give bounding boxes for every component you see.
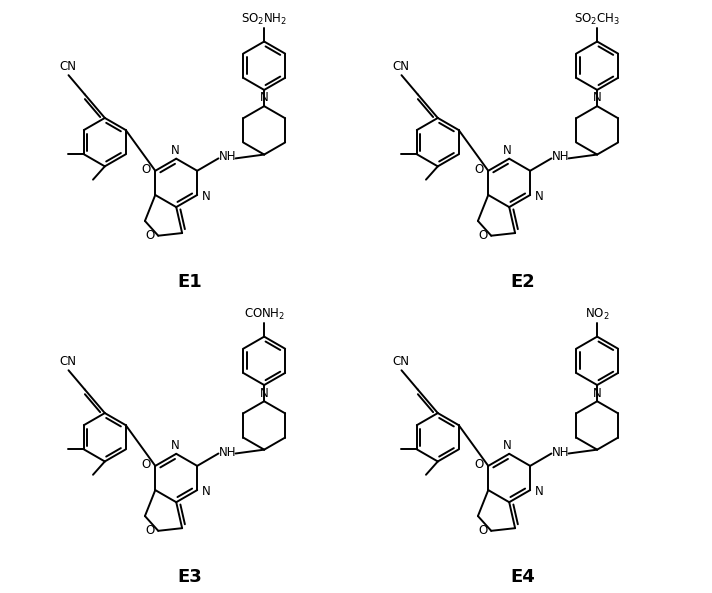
Text: O: O bbox=[478, 524, 488, 537]
Text: NH: NH bbox=[552, 151, 569, 164]
Text: CN: CN bbox=[59, 60, 76, 73]
Text: O: O bbox=[145, 524, 155, 537]
Text: N: N bbox=[503, 439, 512, 452]
Text: NH: NH bbox=[219, 151, 236, 164]
Text: E3: E3 bbox=[177, 568, 202, 586]
Text: E2: E2 bbox=[510, 273, 535, 291]
Text: SO$_2$CH$_3$: SO$_2$CH$_3$ bbox=[574, 12, 620, 27]
Text: O: O bbox=[141, 163, 150, 176]
Text: N: N bbox=[202, 190, 211, 203]
Text: CONH$_2$: CONH$_2$ bbox=[244, 307, 285, 322]
Text: N: N bbox=[170, 439, 179, 452]
Text: NH: NH bbox=[219, 445, 236, 458]
Text: CN: CN bbox=[392, 60, 409, 73]
Text: N: N bbox=[535, 190, 544, 203]
Text: SO$_2$NH$_2$: SO$_2$NH$_2$ bbox=[241, 12, 287, 27]
Text: CN: CN bbox=[392, 355, 409, 368]
Text: N: N bbox=[170, 144, 179, 157]
Text: O: O bbox=[474, 458, 483, 471]
Text: N: N bbox=[260, 387, 268, 400]
Text: O: O bbox=[145, 229, 155, 242]
Text: N: N bbox=[260, 91, 268, 104]
Text: O: O bbox=[478, 229, 488, 242]
Text: N: N bbox=[202, 485, 211, 498]
Text: O: O bbox=[141, 458, 150, 471]
Text: N: N bbox=[535, 485, 544, 498]
Text: NH: NH bbox=[552, 445, 569, 458]
Text: CN: CN bbox=[59, 355, 76, 368]
Text: N: N bbox=[593, 387, 602, 400]
Text: NO$_2$: NO$_2$ bbox=[585, 307, 609, 322]
Text: N: N bbox=[503, 144, 512, 157]
Text: E1: E1 bbox=[177, 273, 202, 291]
Text: N: N bbox=[593, 91, 602, 104]
Text: E4: E4 bbox=[510, 568, 535, 586]
Text: O: O bbox=[474, 163, 483, 176]
